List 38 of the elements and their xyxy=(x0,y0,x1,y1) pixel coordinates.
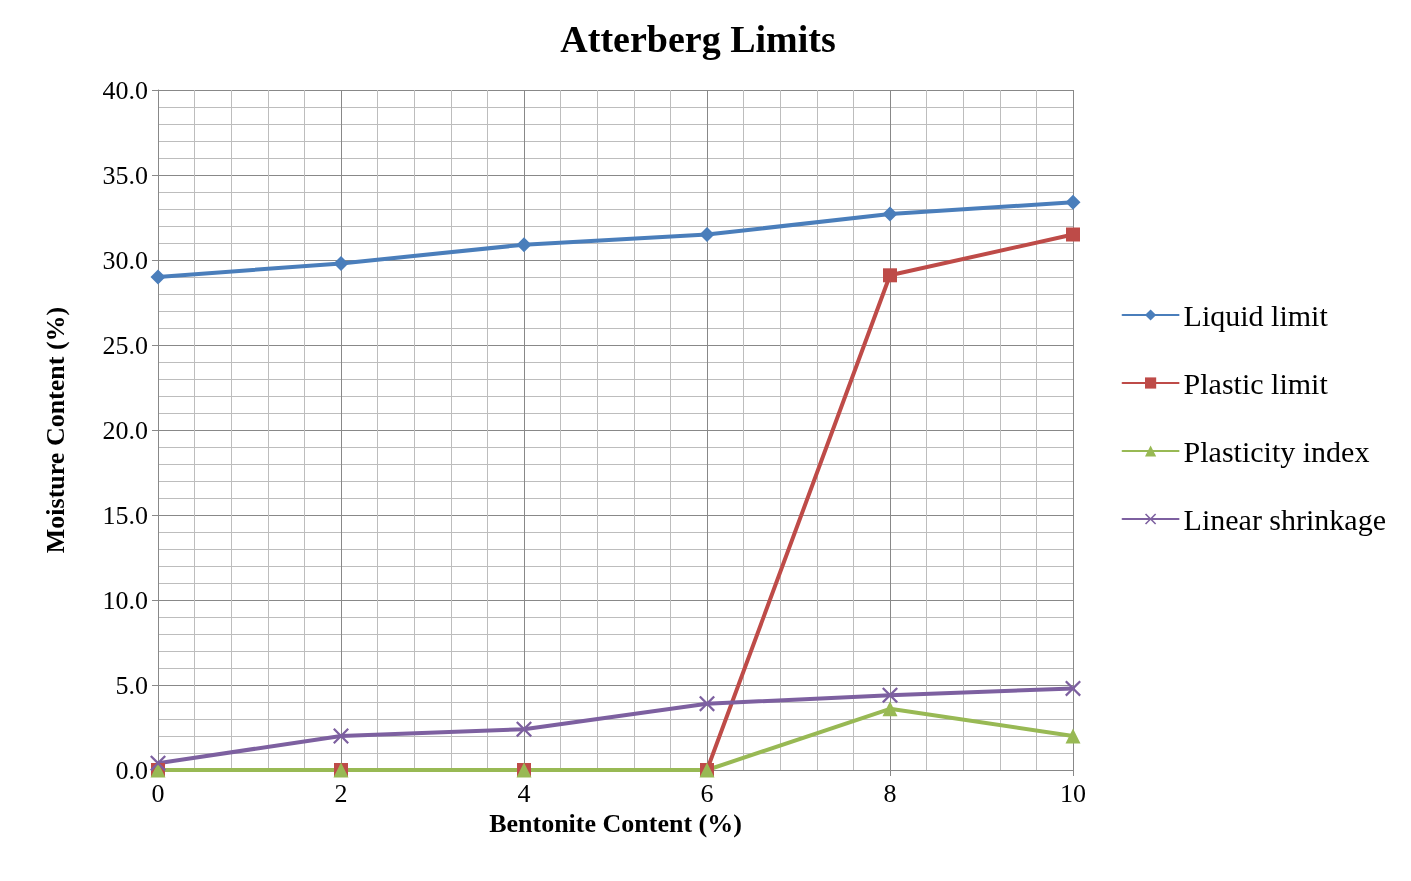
y-tick-label: 35.0 xyxy=(102,160,148,190)
y-tick-label: 0.0 xyxy=(115,755,148,785)
point xyxy=(516,237,532,253)
point xyxy=(699,695,715,712)
point xyxy=(1066,227,1080,242)
legend-label: Liquid limit xyxy=(1183,298,1329,332)
legend-label: Plasticity index xyxy=(1183,434,1370,468)
x-tick-label: 4 xyxy=(517,778,531,808)
y-tick-label: 5.0 xyxy=(115,670,148,700)
x-tick-label: 2 xyxy=(334,778,348,808)
x-tick-label: 0 xyxy=(151,778,165,808)
point xyxy=(150,269,166,285)
y-tick-label: 40.0 xyxy=(102,75,148,105)
chart-title: Atterberg Limits xyxy=(560,18,836,60)
point xyxy=(150,755,166,772)
x-axis-title: Bentonite Content (%) xyxy=(489,809,742,839)
x-tick-label: 8 xyxy=(883,778,897,808)
point xyxy=(1065,728,1081,744)
point xyxy=(1065,680,1081,697)
point xyxy=(516,721,532,738)
point xyxy=(699,227,715,242)
point xyxy=(882,701,898,717)
y-axis-title: Moisture Content (%) xyxy=(40,306,70,554)
point xyxy=(882,206,898,222)
x-tick-label: 6 xyxy=(700,778,714,808)
point xyxy=(1065,194,1081,210)
point xyxy=(333,728,349,744)
legend-label: Linear shrinkage xyxy=(1183,502,1387,536)
point xyxy=(882,687,898,704)
y-tick-label: 20.0 xyxy=(102,415,148,445)
legend-label: Plastic limit xyxy=(1183,366,1329,400)
y-tick-label: 25.0 xyxy=(102,330,148,360)
y-tick-label: 10.0 xyxy=(102,585,148,615)
point xyxy=(883,268,897,283)
y-tick-label: 30.0 xyxy=(102,245,148,275)
x-tick-label: 10 xyxy=(1060,778,1086,808)
point xyxy=(333,255,349,271)
y-tick-label: 15.0 xyxy=(102,500,148,530)
